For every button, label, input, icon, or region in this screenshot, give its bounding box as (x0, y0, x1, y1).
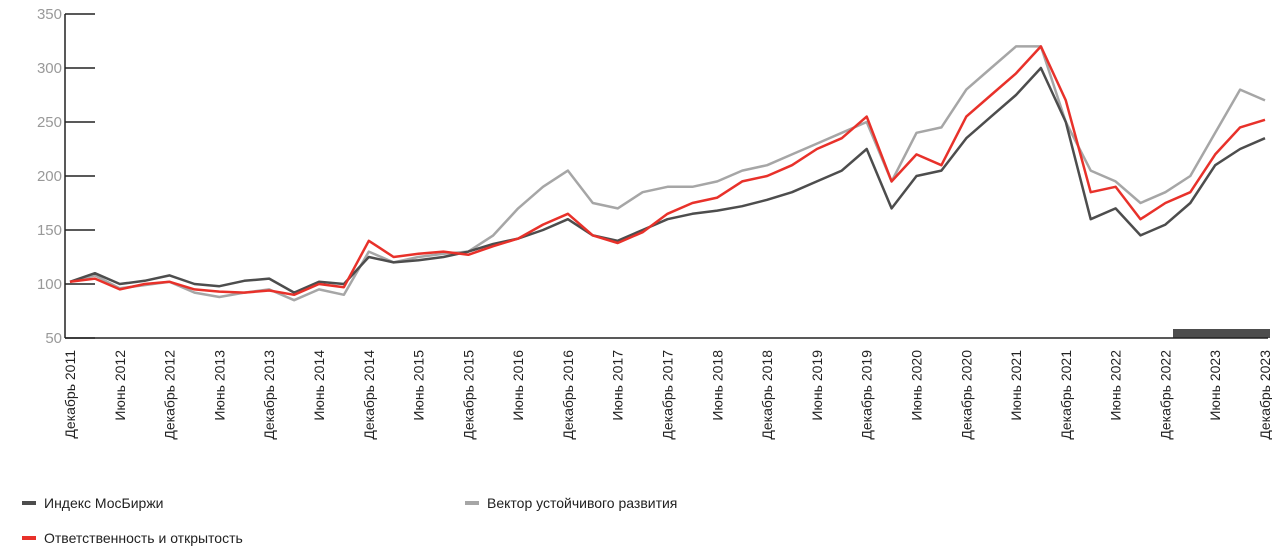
x-tick-label: Июнь 2023 (1207, 350, 1223, 421)
x-tick-label: Декабрь 2023 (1257, 350, 1272, 440)
x-tick-label: Июнь 2021 (1008, 350, 1024, 421)
x-tick-label: Июнь 2022 (1108, 350, 1124, 421)
y-tick-label: 350 (37, 6, 62, 23)
legend-label: Вектор устойчивого развития (487, 495, 677, 511)
x-tick-label: Июнь 2014 (311, 350, 327, 421)
x-tick-label: Июнь 2015 (411, 350, 427, 421)
y-tick-label: 150 (37, 222, 62, 239)
y-tick-label: 100 (37, 276, 62, 293)
x-tick-label: Декабрь 2018 (759, 350, 775, 440)
x-tick-label: Июнь 2012 (112, 350, 128, 421)
y-tick-label: 300 (37, 60, 62, 77)
legend-label: Ответственность и открытость (44, 530, 243, 546)
x-tick-label: Декабрь 2020 (958, 350, 974, 440)
x-tick-label: Декабрь 2022 (1157, 350, 1173, 440)
x-tick-label: Декабрь 2016 (560, 350, 576, 440)
legend-label: Индекс МосБиржи (44, 495, 164, 511)
y-tick-label: 250 (37, 114, 62, 131)
series-line (69, 45, 1266, 297)
y-tick-label: 200 (37, 168, 62, 185)
x-tick-label: Июнь 2013 (211, 350, 227, 421)
x-tick-label: Июнь 2019 (809, 350, 825, 421)
x-tick-label: Июнь 2020 (908, 350, 924, 421)
x-tick-label: Июнь 2018 (709, 350, 725, 421)
x-tick-label: Июнь 2016 (510, 350, 526, 421)
series-line (69, 66, 1266, 294)
x-tick-label: Декабрь 2015 (460, 350, 476, 440)
x-tick-label: Декабрь 2013 (261, 350, 277, 440)
x-tick-label: Июнь 2017 (610, 350, 626, 421)
x-tick-label: Декабрь 2012 (162, 350, 178, 440)
x-tick-label: Декабрь 2021 (1058, 350, 1074, 440)
x-tick-label: Декабрь 2019 (859, 350, 875, 440)
x-tick-label: Декабрь 2014 (361, 350, 377, 440)
x-tick-label: Декабрь 2017 (660, 350, 676, 440)
y-tick-label: 50 (45, 330, 62, 347)
x-tick-label: Декабрь 2011 (62, 350, 78, 439)
range-selector[interactable] (1173, 329, 1270, 338)
